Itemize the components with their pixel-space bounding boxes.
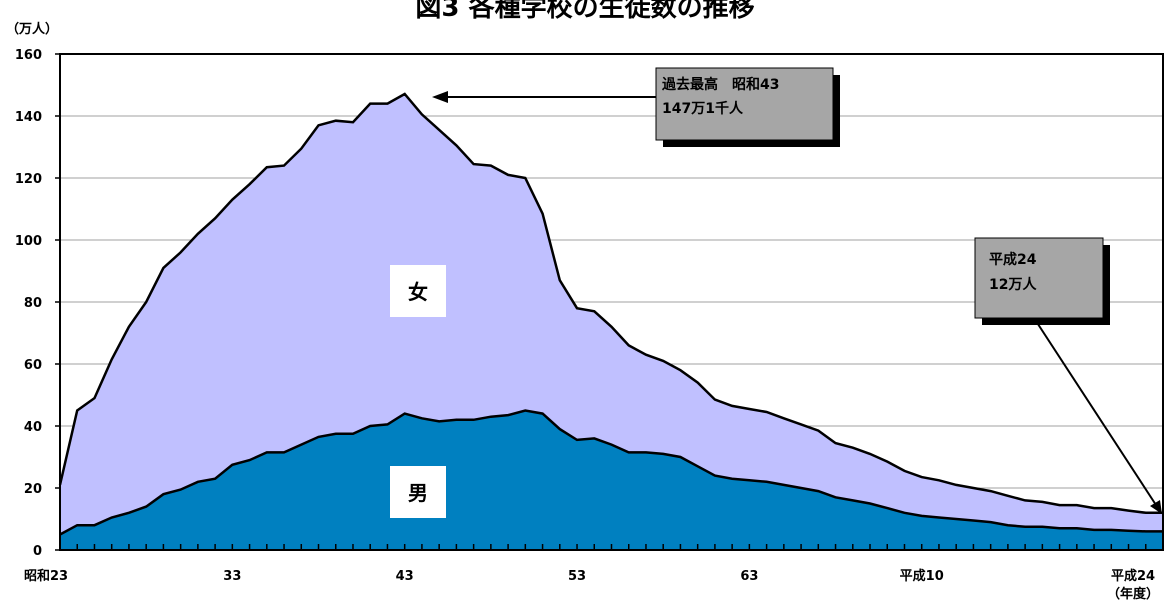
y-tick-label: 100: [15, 234, 42, 249]
female-area-label: 女: [408, 280, 428, 304]
y-axis-ticks: 0 20 40 60 80 100 120 140 160: [15, 48, 60, 559]
chart-title: 図3 各種学校の生徒数の推移: [415, 0, 754, 23]
y-tick-label: 120: [15, 172, 42, 187]
y-tick-label: 0: [33, 544, 42, 559]
latest-annotation-line2: 12万人: [989, 276, 1037, 293]
male-label-box: [390, 466, 446, 518]
x-tick-label: 43: [396, 569, 414, 584]
peak-annotation-line1: 過去最高 昭和43: [661, 76, 779, 93]
x-tick-label: 昭和23: [24, 568, 68, 584]
latest-annotation-line1: 平成24: [989, 251, 1037, 268]
x-tick-label: 平成24: [1111, 568, 1155, 584]
x-tick-label: 53: [568, 569, 586, 584]
x-axis-unit-label: （年度）: [1107, 586, 1159, 602]
x-axis-ticks: [59, 544, 1164, 550]
latest-annotation-arrow: [1033, 317, 1157, 506]
y-tick-label: 40: [24, 420, 42, 435]
male-series-line: [59, 409, 1163, 536]
y-tick-label: 160: [15, 48, 42, 63]
y-tick-label: 20: [24, 482, 42, 497]
male-area-label: 男: [408, 481, 428, 505]
female-area: [60, 94, 1163, 535]
male-area: [60, 410, 1163, 550]
latest-arrowhead: [1150, 500, 1162, 514]
female-label-box: [390, 265, 446, 317]
y-tick-label: 80: [24, 296, 42, 311]
x-tick-label: 63: [740, 569, 758, 584]
peak-arrowhead: [432, 91, 448, 103]
peak-annotation-box: [655, 67, 834, 141]
x-axis-tick-labels: 昭和23 33 43 53 63 平成10 平成24: [24, 568, 1155, 584]
x-tick-label: 33: [223, 569, 241, 584]
total-series-line: [58, 92, 1163, 515]
y-tick-label: 60: [24, 358, 42, 373]
x-tick-label: 平成10: [900, 568, 944, 584]
peak-annotation-line2: 147万1千人: [662, 100, 744, 117]
latest-annotation-box: [974, 237, 1104, 319]
y-axis-unit-label: （万人）: [6, 21, 58, 37]
y-tick-label: 140: [15, 110, 42, 125]
